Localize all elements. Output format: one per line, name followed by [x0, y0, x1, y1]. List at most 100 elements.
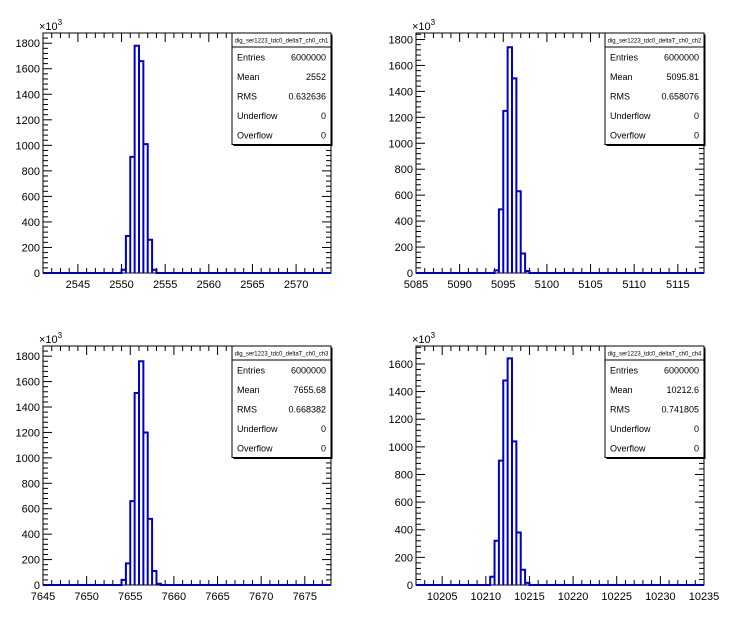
y-tick-label: 1200: [389, 414, 413, 426]
histogram-panel: 0 200 400 600 800 1000 1200 1400 1600 1800 7645 765…: [16, 331, 333, 603]
stats-row-value: 0: [694, 424, 699, 434]
histogram-panel: 0 200 400 600 800 1000 1200 1400 1600 10205 10210 1…: [389, 331, 720, 603]
x-tick-label: 5090: [447, 279, 471, 291]
y-tick-label: 1200: [16, 427, 40, 439]
histogram-panel: 0 200 400 600 800 1000 1200 1400 1600 1800 5085 509…: [389, 18, 706, 291]
y-tick-label: 1000: [389, 442, 413, 454]
x-tick-label: 10225: [601, 591, 632, 603]
stats-row-value: 5095.81: [666, 72, 699, 82]
x-tick-label: 7670: [249, 591, 273, 603]
stats-row-label: Overflow: [610, 443, 646, 453]
x-tick-label: 10235: [689, 591, 720, 603]
histogram-line: [43, 360, 331, 586]
stats-row-label: Entries: [610, 52, 639, 62]
x-tick-label: 7660: [162, 591, 186, 603]
x-tick-label: 5115: [666, 279, 690, 291]
y-tick-label: 1800: [16, 351, 40, 363]
stats-row-label: Entries: [237, 52, 266, 62]
stats-row-value: 6000000: [291, 365, 326, 375]
y-tick-label: 1600: [16, 64, 40, 76]
y-tick-label: 400: [395, 216, 413, 228]
y-tick-label: 1000: [16, 140, 40, 152]
histogram-line: [416, 357, 704, 586]
x-tick-label: 5085: [404, 279, 428, 291]
stats-box: dig_ser1223_tdc0_deltaT_ch0_ch1 Entries 60…: [231, 32, 333, 146]
stats-row-value: 0: [694, 111, 699, 121]
x-tick-label: 2555: [153, 279, 177, 291]
stats-row-label: Mean: [237, 72, 260, 82]
y-tick-label: 400: [22, 529, 40, 541]
y-tick-label: 0: [34, 580, 40, 592]
stats-row-label: RMS: [610, 91, 630, 101]
x-tick-label: 2570: [284, 279, 308, 291]
stats-row-label: Overflow: [237, 130, 273, 140]
x-tick-label: 7675: [293, 591, 317, 603]
stats-row-value: 0.658076: [661, 91, 699, 101]
y-tick-label: 400: [22, 217, 40, 229]
x-tick-label: 7655: [118, 591, 142, 603]
y-multiplier-label: ×103: [412, 18, 436, 33]
x-tick-label: 2565: [240, 279, 264, 291]
stats-row-value: 7655.68: [293, 385, 326, 395]
x-tick-label: 5110: [622, 279, 646, 291]
stats-row-value: 2552: [306, 72, 326, 82]
stats-row-label: Underflow: [237, 424, 278, 434]
y-tick-label: 1800: [16, 38, 40, 50]
x-tick-label: 5100: [535, 279, 559, 291]
y-tick-label: 0: [407, 268, 413, 280]
stats-row-value: 6000000: [664, 365, 699, 375]
x-tick-label: 2550: [109, 279, 133, 291]
y-multiplier-label: ×103: [39, 18, 63, 33]
stats-row-label: Overflow: [610, 130, 646, 140]
stats-row-label: RMS: [237, 91, 257, 101]
y-tick-label: 1400: [389, 387, 413, 399]
x-tick-label: 5105: [578, 279, 602, 291]
histogram-panel: 0 200 400 600 800 1000 1200 1400 1600 1800 2545 255…: [16, 18, 333, 291]
x-tick-label: 10230: [645, 591, 676, 603]
x-tick-label: 7650: [74, 591, 98, 603]
stats-row-label: RMS: [610, 404, 630, 414]
y-tick-label: 200: [395, 242, 413, 254]
stats-row-value: 0.741805: [661, 404, 699, 414]
y-tick-label: 1200: [16, 115, 40, 127]
y-tick-label: 1000: [389, 138, 413, 150]
stats-row-value: 10212.6: [666, 385, 699, 395]
stats-row-label: Entries: [610, 365, 639, 375]
y-tick-label: 800: [395, 164, 413, 176]
stats-box: dig_ser1223_tdc0_deltaT_ch0_ch2 Entries 60…: [604, 32, 706, 146]
y-tick-label: 200: [395, 552, 413, 564]
stats-row-label: Underflow: [610, 111, 651, 121]
y-tick-label: 1600: [16, 377, 40, 389]
y-tick-label: 1800: [389, 34, 413, 46]
stats-box-name: dig_ser1223_tdc0_deltaT_ch0_ch2: [608, 39, 702, 45]
x-tick-label: 7665: [205, 591, 229, 603]
stats-box-name: dig_ser1223_tdc0_deltaT_ch0_ch3: [235, 352, 329, 358]
stats-row-label: Mean: [237, 385, 260, 395]
stats-box-name: dig_ser1223_tdc0_deltaT_ch0_ch4: [608, 352, 702, 358]
y-multiplier-label: ×103: [412, 331, 436, 346]
x-tick-label: 10215: [514, 591, 545, 603]
y-tick-label: 600: [22, 191, 40, 203]
stats-row-label: Underflow: [237, 111, 278, 121]
y-tick-label: 600: [22, 504, 40, 516]
y-tick-label: 200: [22, 555, 40, 567]
y-tick-label: 800: [22, 478, 40, 490]
y-tick-label: 1400: [389, 86, 413, 98]
y-tick-label: 1600: [389, 359, 413, 371]
y-tick-label: 200: [22, 242, 40, 254]
histogram-line: [416, 46, 704, 274]
y-tick-label: 1200: [389, 112, 413, 124]
stats-box: dig_ser1223_tdc0_deltaT_ch0_ch3 Entries 60…: [231, 345, 333, 459]
y-tick-label: 1400: [16, 402, 40, 414]
y-multiplier-label: ×103: [39, 331, 63, 346]
stats-row-label: Overflow: [237, 443, 273, 453]
y-tick-label: 1400: [16, 89, 40, 101]
stats-row-label: Mean: [610, 385, 633, 395]
stats-row-label: Mean: [610, 72, 633, 82]
stats-row-value: 0: [694, 130, 699, 140]
x-tick-label: 2560: [197, 279, 221, 291]
x-tick-label: 5095: [491, 279, 515, 291]
stats-row-value: 6000000: [291, 52, 326, 62]
stats-row-label: RMS: [237, 404, 257, 414]
